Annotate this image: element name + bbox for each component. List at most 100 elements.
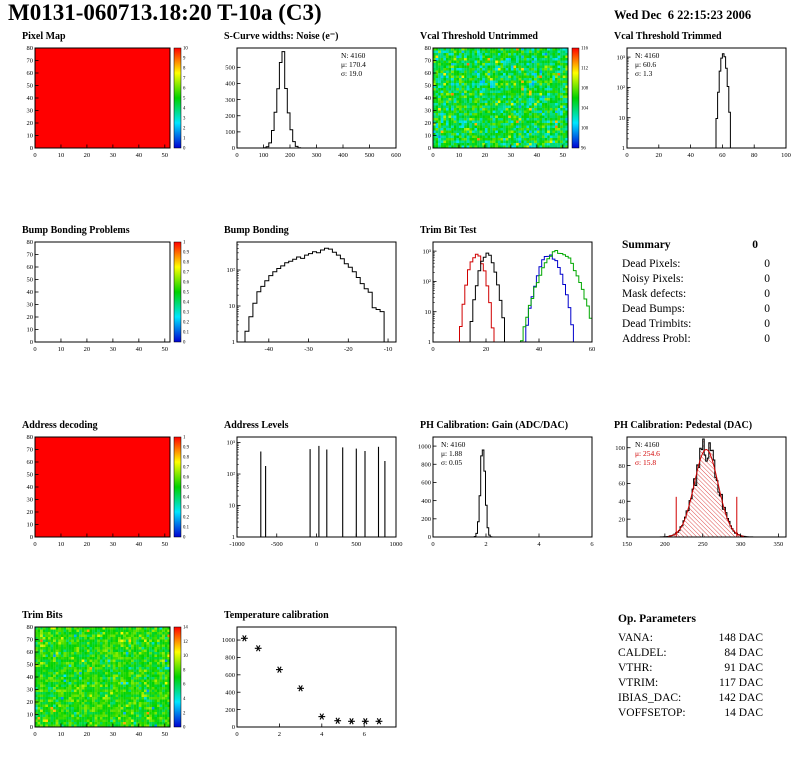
svg-text:60: 60	[27, 459, 34, 466]
svg-text:50: 50	[162, 731, 169, 738]
panel-temperature-calibration: Temperature calibration 0 2 4 6 0 200 400 600 80…	[210, 609, 405, 742]
svg-text:10: 10	[27, 522, 34, 529]
summary-row: Dead Bumps: 0	[622, 302, 770, 317]
chart-title: Temperature calibration	[224, 610, 329, 621]
op-parameters-title: Op. Parameters	[618, 613, 696, 625]
svg-text:0.3: 0.3	[183, 506, 190, 511]
svg-text:0.5: 0.5	[183, 291, 190, 296]
svg-text:6: 6	[183, 683, 186, 688]
svg-text:10: 10	[183, 47, 188, 52]
svg-text:1: 1	[622, 145, 625, 152]
panel-vcal-trimmed: Vcal Threshold Trimmed 0 20 40 60 80 100 1 10 10…	[600, 30, 795, 163]
svg-text:1000: 1000	[222, 637, 235, 644]
svg-text:600: 600	[391, 152, 401, 159]
op-parameter-value: 142 DAC	[718, 692, 763, 704]
svg-text:6: 6	[183, 87, 186, 92]
svg-text:30: 30	[27, 108, 34, 115]
svg-text:0.7: 0.7	[183, 466, 190, 471]
svg-text:4: 4	[320, 731, 324, 738]
svg-text:0: 0	[183, 536, 186, 541]
svg-text:6: 6	[363, 731, 367, 738]
svg-text:14: 14	[183, 626, 188, 631]
svg-text:40: 40	[27, 674, 34, 681]
svg-text:0: 0	[235, 152, 238, 159]
summary-row-value: 0	[764, 288, 770, 300]
svg-text:1: 1	[183, 137, 186, 142]
summary-row: Mask defects: 0	[622, 287, 770, 302]
svg-text:0: 0	[235, 731, 238, 738]
svg-text:-30: -30	[304, 346, 313, 353]
temperature-calibration-chart: 0 2 4 6 0 200 400 600 800 1000	[222, 626, 397, 738]
vcal-untrimmed-chart: 96 100 104 108 112 116 0 10 20 30 40 50 0 10 20 30 40 50 6…	[425, 45, 589, 159]
svg-text:0.4: 0.4	[183, 301, 190, 306]
svg-text:30: 30	[110, 152, 117, 159]
svg-text:50: 50	[27, 662, 34, 669]
svg-text:0: 0	[428, 534, 431, 541]
svg-text:9: 9	[183, 57, 186, 62]
svg-text:40: 40	[27, 95, 34, 102]
panel-bump-problems: Bump Bonding Problems 0 0.1 0.2 0.3 0.4 0.5 0.…	[8, 224, 203, 357]
svg-text:0: 0	[431, 152, 434, 159]
svg-text:0: 0	[33, 541, 36, 548]
svg-text:50: 50	[162, 152, 169, 159]
svg-text:0.4: 0.4	[183, 496, 190, 501]
svg-text:20: 20	[27, 699, 34, 706]
svg-text:10: 10	[456, 152, 463, 159]
svg-text:1: 1	[232, 339, 235, 346]
svg-text:0: 0	[183, 726, 186, 731]
svg-text:40: 40	[27, 289, 34, 296]
svg-text:0.9: 0.9	[183, 446, 190, 451]
op-parameter-row: CALDEL: 84 DAC	[618, 646, 763, 661]
svg-text:-500: -500	[271, 541, 283, 548]
svg-text:1000: 1000	[418, 443, 431, 450]
svg-text:0.8: 0.8	[183, 261, 190, 266]
panel-trim-bits: Trim Bits 0 2 4 6 8 10 12 14 0 10 20 30 40 50 0 10 20 30 4…	[8, 609, 203, 742]
svg-text:0: 0	[232, 145, 235, 152]
svg-text:0.6: 0.6	[183, 476, 190, 481]
chart-title: Trim Bit Test	[420, 225, 477, 236]
svg-text:10²: 10²	[617, 85, 626, 92]
op-parameter-row: VTRIM: 117 DAC	[618, 676, 763, 691]
op-parameters-block: Op. Parameters VANA: 148 DAC CALDEL: 84 …	[618, 612, 763, 721]
svg-text:40: 40	[536, 346, 543, 353]
svg-text:400: 400	[225, 81, 235, 88]
svg-text:0.8: 0.8	[183, 456, 190, 461]
summary-row-value: 0	[764, 273, 770, 285]
summary-row: Noisy Pixels: 0	[622, 272, 770, 287]
summary-row-value: 0	[764, 333, 770, 345]
svg-text:600: 600	[225, 672, 235, 679]
svg-text:300: 300	[225, 97, 235, 104]
svg-text:0: 0	[183, 341, 186, 346]
svg-text:80: 80	[27, 434, 34, 441]
svg-text:70: 70	[27, 637, 34, 644]
op-parameter-label: VOFFSETOP:	[618, 707, 686, 719]
svg-text:80: 80	[751, 152, 758, 159]
svg-text:150: 150	[622, 541, 632, 548]
chart-title: Trim Bits	[22, 610, 63, 621]
summary-title: Summary	[622, 239, 671, 251]
panel-vcal-untrimmed: Vcal Threshold Untrimmed 96 100 104 108 112 1…	[406, 30, 601, 163]
svg-text:0: 0	[428, 145, 431, 152]
svg-text:5: 5	[183, 97, 186, 102]
svg-text:30: 30	[110, 731, 117, 738]
svg-text:80: 80	[425, 45, 432, 52]
svg-text:1: 1	[428, 339, 431, 346]
svg-text:10: 10	[425, 309, 432, 316]
page-title: M0131-060713.18:20 T-10a (C3)	[8, 0, 322, 25]
summary-row-label: Address Probl:	[622, 333, 691, 345]
svg-text:0.3: 0.3	[183, 311, 190, 316]
svg-text:20: 20	[483, 346, 490, 353]
svg-text:4: 4	[183, 697, 186, 702]
summary-total: 0	[752, 239, 758, 251]
svg-text:40: 40	[136, 731, 143, 738]
svg-text:200: 200	[225, 707, 235, 714]
svg-text:40: 40	[136, 346, 143, 353]
svg-text:1: 1	[183, 436, 186, 441]
svg-text:500: 500	[225, 65, 235, 72]
svg-text:400: 400	[225, 689, 235, 696]
svg-text:0: 0	[315, 541, 318, 548]
svg-text:20: 20	[84, 152, 91, 159]
summary-row-label: Dead Pixels:	[622, 258, 681, 270]
